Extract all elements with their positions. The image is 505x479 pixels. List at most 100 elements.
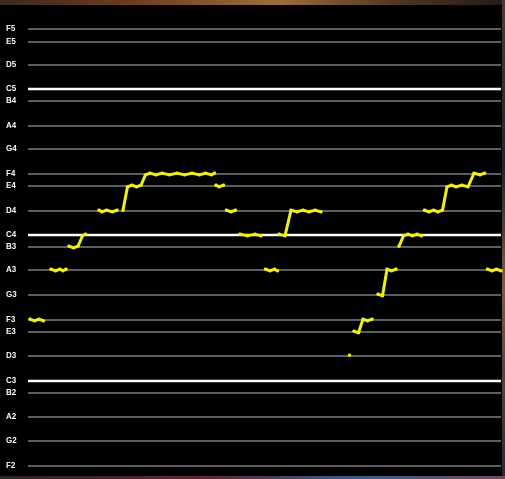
pitch-point	[238, 232, 242, 236]
pitch-trace-line	[376, 267, 398, 298]
pitch-trace-line	[277, 208, 323, 238]
pitch-point	[283, 234, 287, 238]
note-label-a4: A4	[6, 121, 19, 130]
pitch-point	[431, 208, 436, 212]
note-label-f3: F3	[6, 315, 18, 324]
pitch-point	[71, 246, 76, 250]
pitch-point	[143, 173, 148, 177]
note-label-f4: F4	[6, 169, 18, 178]
pitch-point	[419, 234, 424, 238]
pitch-point	[370, 317, 374, 321]
pitch-trace-segment	[67, 232, 88, 250]
pitch-point	[110, 210, 115, 214]
pitch-point	[394, 267, 398, 271]
pitch-trace-segment	[376, 267, 398, 298]
pitch-trace-segment	[97, 208, 119, 214]
pitch-point	[422, 208, 427, 212]
pitch-point	[97, 208, 101, 212]
pitch-point	[64, 267, 68, 271]
pitch-point	[139, 183, 143, 187]
pitch-trace-segment	[214, 183, 226, 189]
pitch-point	[449, 183, 454, 187]
pitch-point	[28, 317, 32, 321]
pitch-point	[263, 267, 268, 271]
pitch-point	[295, 210, 299, 214]
pitch-trace-segment	[347, 353, 352, 357]
pitch-point	[415, 232, 419, 236]
note-label-c4: C4	[6, 230, 19, 239]
pitch-point	[289, 208, 293, 212]
pitch-point	[100, 210, 104, 214]
pitch-trace-segment	[263, 267, 280, 273]
pitch-point	[460, 183, 464, 187]
pitch-point	[356, 331, 361, 335]
note-label-e3: E3	[6, 327, 18, 336]
pitch-point	[352, 329, 356, 333]
pitch-point	[37, 317, 41, 321]
pitch-point	[259, 234, 263, 238]
pitch-trace-segment	[352, 317, 374, 335]
pitch-point	[76, 244, 80, 248]
note-label-b3: B3	[6, 242, 19, 251]
pitch-trace-segment	[121, 171, 217, 212]
pitch-trace-line	[28, 317, 45, 323]
pitch-trace-line	[352, 317, 374, 335]
pitch-point	[347, 353, 352, 357]
note-label-g3: G3	[6, 290, 19, 299]
pitch-point	[148, 171, 152, 175]
pitch-point	[83, 232, 88, 236]
pitch-trace-line	[121, 171, 216, 212]
note-label-d3: D3	[6, 351, 19, 360]
note-label-c5: C5	[6, 84, 19, 93]
pitch-point	[229, 210, 233, 214]
pitch-point	[406, 232, 410, 236]
pitch-point	[203, 171, 208, 175]
pitch-point	[167, 173, 172, 177]
pitch-point	[61, 269, 65, 273]
pitch-trace-segment	[485, 267, 503, 273]
pitch-point	[319, 210, 323, 214]
pitch-point	[154, 173, 158, 177]
pitch-point	[221, 183, 226, 187]
pitch-trace-segment	[224, 208, 238, 214]
pitch-trace-segment	[397, 232, 424, 248]
pitch-point	[214, 183, 218, 187]
pitch-point	[361, 317, 365, 321]
pitch-point	[427, 210, 431, 214]
pitch-point	[253, 232, 257, 236]
note-label-a2: A2	[6, 412, 19, 421]
pitch-point	[482, 171, 487, 175]
pitch-point	[454, 185, 458, 189]
pitch-point	[485, 267, 490, 271]
pitch-trace-segment	[422, 171, 487, 214]
pitch-point	[410, 234, 415, 238]
pitch-point	[67, 244, 71, 248]
pitch-point	[217, 185, 221, 189]
pitch-trace-segment	[277, 208, 323, 238]
pitch-point	[494, 267, 499, 271]
pitch-point	[58, 267, 62, 271]
note-label-f2: F2	[6, 461, 18, 470]
pitch-point	[307, 210, 311, 214]
pitch-point	[401, 234, 406, 238]
pitch-point	[466, 185, 470, 189]
pitch-point	[121, 208, 125, 212]
pitch-point	[130, 183, 134, 187]
pitch-point	[233, 208, 238, 212]
window-right-edge	[502, 0, 505, 479]
note-label-b4: B4	[6, 96, 19, 105]
pitch-point	[499, 269, 503, 273]
note-label-f5: F5	[6, 24, 18, 33]
pitch-point	[212, 171, 217, 175]
note-label-a3: A3	[6, 265, 19, 274]
pitch-point	[182, 173, 187, 177]
pitch-point	[275, 269, 280, 273]
pitch-point	[245, 234, 250, 238]
window-bottom-edge	[0, 476, 505, 479]
pitch-point	[397, 244, 401, 248]
pitch-point	[268, 269, 272, 273]
pitch-point	[115, 208, 119, 212]
pitch-point	[41, 319, 46, 323]
pitch-point	[389, 269, 394, 273]
